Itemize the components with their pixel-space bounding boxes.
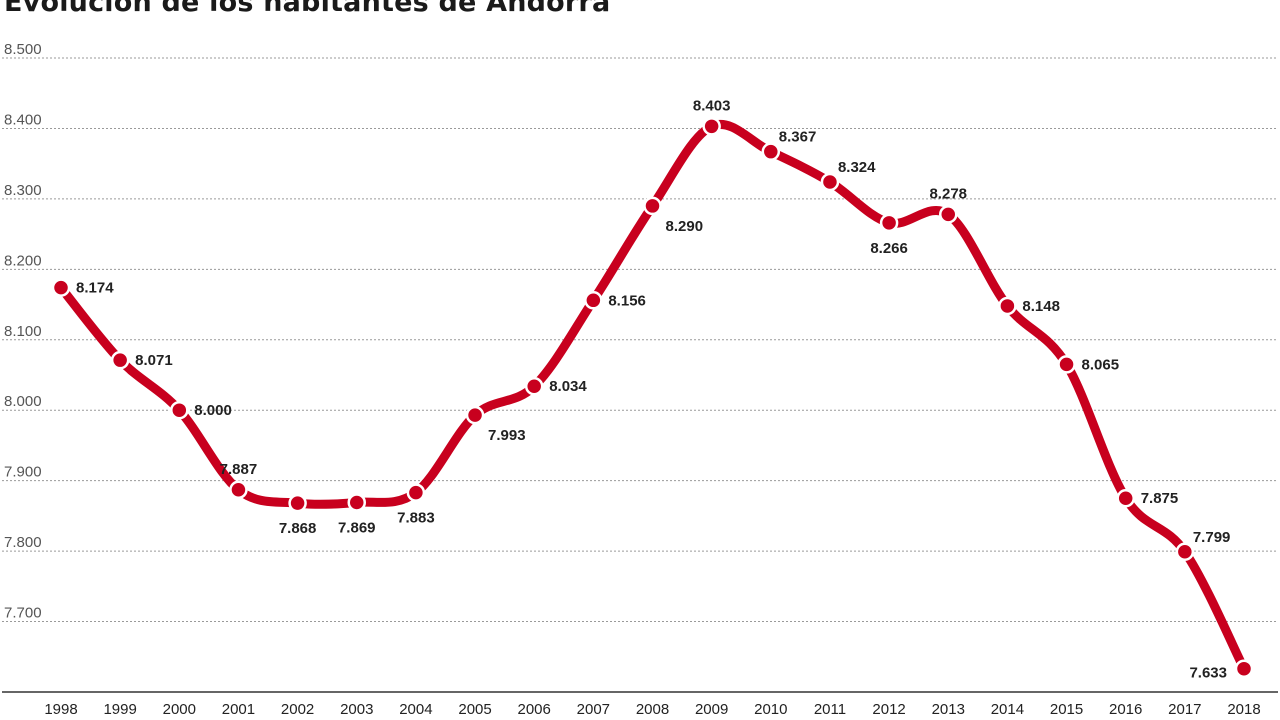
data-label-2010: 8.367 [779, 129, 817, 146]
y-tick-label: 7.900 [4, 464, 42, 481]
data-point-2007 [584, 291, 603, 310]
x-tick-label: 2012 [872, 701, 905, 718]
data-point-2000 [170, 400, 189, 420]
y-axis-ticks: 7.700 7.800 7.900 8.000 8.100 8.200 8.300 8.400… [4, 41, 42, 622]
x-tick-label: 2016 [1109, 701, 1142, 718]
data-label-2005: 7.993 [488, 427, 526, 444]
x-tick-label: 2014 [991, 701, 1024, 718]
y-tick-label: 7.700 [4, 605, 42, 622]
data-label-2002: 7.868 [279, 520, 317, 537]
data-point-1999 [110, 350, 130, 370]
data-point-2001 [229, 480, 248, 500]
x-tick-label: 2002 [281, 701, 314, 718]
data-point-2008 [643, 196, 662, 216]
y-tick-label: 7.800 [4, 534, 42, 551]
data-label-2015: 8.065 [1082, 356, 1120, 373]
data-label-2007: 8.156 [608, 292, 646, 309]
y-tick-label: 8.300 [4, 182, 42, 199]
data-point-2018 [1234, 659, 1254, 678]
y-tick-label: 8.100 [4, 323, 42, 340]
data-label-2013: 8.278 [929, 185, 967, 202]
x-tick-label: 2011 [814, 701, 846, 718]
data-label-2003: 7.869 [338, 519, 376, 536]
x-tick-label: 2006 [518, 701, 551, 718]
data-point-2013 [939, 205, 958, 224]
x-tick-label: 2001 [222, 701, 255, 718]
x-tick-label: 2017 [1168, 701, 1201, 718]
x-tick-label: 2009 [695, 701, 728, 718]
x-tick-label: 2003 [340, 701, 373, 718]
data-points [51, 117, 1254, 678]
x-tick-label: 2007 [577, 701, 610, 718]
data-label-2016: 7.875 [1141, 490, 1179, 507]
y-tick-label: 8.400 [4, 111, 42, 128]
x-tick-label: 2010 [754, 701, 787, 718]
x-axis-ticks: 1998 1999 2000 2001 2002 2003 2004 2005 2006 2007… [44, 701, 1260, 718]
data-point-2009 [702, 117, 721, 136]
data-point-2004 [406, 483, 426, 502]
data-label-1998: 8.174 [76, 280, 114, 297]
data-point-2010 [761, 142, 781, 161]
y-tick-label: 8.000 [4, 393, 42, 410]
x-tick-label: 2008 [636, 701, 669, 718]
data-point-2017 [1175, 542, 1195, 562]
data-label-2009: 8.403 [693, 97, 731, 114]
data-label-2014: 8.148 [1022, 298, 1060, 315]
data-label-2000: 8.000 [194, 402, 232, 419]
data-point-2016 [1116, 488, 1135, 508]
data-label-2001: 7.887 [220, 461, 258, 478]
y-tick-label: 8.200 [4, 252, 42, 269]
data-point-2005 [465, 405, 485, 425]
x-tick-label: 2004 [399, 701, 432, 718]
data-label-1999: 8.071 [135, 352, 173, 369]
data-point-2011 [820, 172, 840, 192]
data-point-2014 [998, 296, 1017, 316]
data-point-2002 [288, 493, 307, 513]
x-tick-label: 2018 [1227, 701, 1260, 718]
grid-layer [2, 57, 1278, 622]
data-label-2017: 7.799 [1193, 529, 1231, 546]
data-label-2006: 8.034 [549, 378, 587, 395]
x-tick-label: 2005 [458, 701, 491, 718]
data-labels: 8.174 8.071 8.000 7.887 7.868 7.869 7.883 7.993… [76, 97, 1230, 681]
data-label-2012: 8.266 [870, 240, 908, 257]
x-tick-label: 1998 [44, 701, 77, 718]
data-point-1998 [51, 278, 71, 297]
x-tick-label: 2013 [932, 701, 965, 718]
x-tick-label: 2000 [163, 701, 196, 718]
x-tick-label: 2015 [1050, 701, 1083, 718]
data-label-2004: 7.883 [397, 510, 435, 527]
data-label-2011: 8.324 [838, 159, 876, 176]
chart-title: Evolución de los habitantes de Andorra [4, 0, 611, 18]
data-point-2006 [524, 376, 544, 396]
data-point-2012 [879, 213, 899, 233]
data-label-2018: 7.633 [1189, 665, 1227, 682]
x-tick-label: 1999 [103, 701, 136, 718]
data-label-2008: 8.290 [666, 218, 704, 235]
y-tick-label: 8.500 [4, 41, 42, 58]
data-point-2015 [1057, 355, 1076, 374]
data-point-2003 [347, 493, 366, 512]
